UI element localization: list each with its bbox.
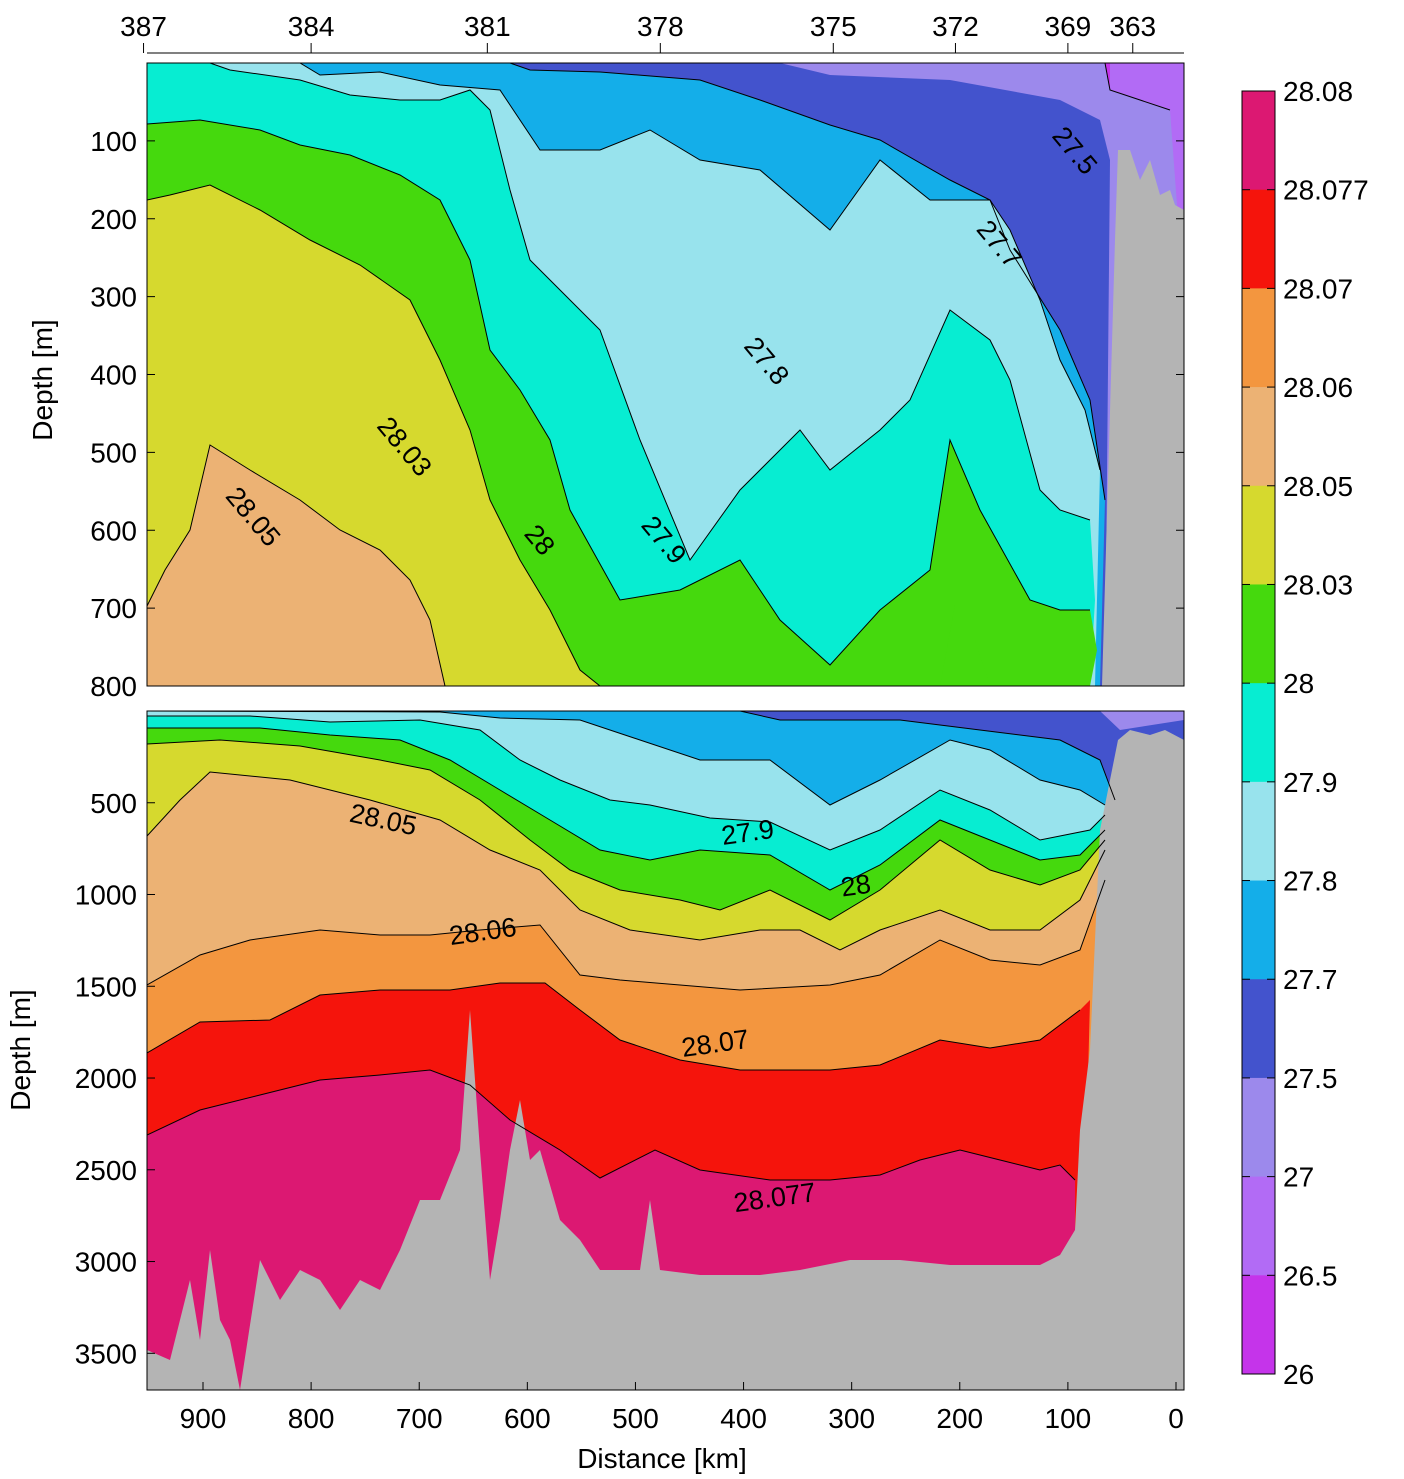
colorbar-label: 27.7	[1283, 964, 1338, 995]
colorbar-label: 28.03	[1283, 569, 1353, 600]
top-station-axis: 387 384 381 378 375 372 369 363	[120, 11, 1184, 54]
colorbar-band	[1242, 781, 1275, 882]
colorbar-band	[1242, 1275, 1275, 1375]
top-station-label: 378	[637, 11, 684, 42]
lower-contour-lines	[147, 711, 1116, 1181]
colorbar-band	[1242, 189, 1275, 289]
top-station-label: 375	[810, 11, 857, 42]
lower-panel: 900 800 700 600 500 400 300 200 100 0 50010001500…	[5, 710, 1185, 1474]
top-station-label: 369	[1045, 11, 1092, 42]
upper-y-tick-label: 300	[90, 282, 137, 313]
upper-y-tick-label: 500	[90, 437, 137, 468]
colorbar-label: 26	[1283, 1359, 1314, 1390]
colorbar-label: 27.5	[1283, 1063, 1338, 1094]
lower-x-tick-label: 400	[720, 1403, 767, 1434]
top-station-label: 384	[288, 11, 335, 42]
lower-x-tick-label: 800	[288, 1403, 335, 1434]
colorbar: 28.08 28.077 28.07 28.06 28.05 28.03 28 27.9 27.…	[1241, 76, 1369, 1390]
top-station-label: 372	[932, 11, 979, 42]
lower-bathymetry	[147, 730, 1184, 1390]
colorbar-band	[1242, 979, 1275, 1079]
upper-band-28-06	[147, 445, 445, 686]
upper-y-axis: 100 200 300 400 500 600 700 800	[90, 126, 1184, 702]
colorbar-band	[1242, 1077, 1275, 1178]
upper-y-tick-label: 400	[90, 360, 137, 391]
colorbar-label: 28.08	[1283, 76, 1353, 107]
colorbar-label: 26.5	[1283, 1260, 1338, 1291]
lower-x-tick-label: 300	[828, 1403, 875, 1434]
colorbar-band	[1242, 288, 1275, 388]
lower-x-tick-label: 0	[1168, 1403, 1184, 1434]
colorbar-label: 27.9	[1283, 767, 1338, 798]
lower-y-tick-label: 3000	[75, 1247, 137, 1278]
colorbar-band	[1242, 1176, 1275, 1276]
lower-plot-frame	[146, 710, 1185, 1391]
lower-panel-field	[147, 711, 1184, 1390]
upper-y-tick-label: 600	[90, 515, 137, 546]
lower-y-tick-label: 2000	[75, 1063, 137, 1094]
colorbar-label: 28.07	[1283, 273, 1353, 304]
colorbar-band	[1242, 683, 1275, 783]
lower-x-tick-label: 100	[1045, 1403, 1092, 1434]
lower-contour-label: 28	[839, 869, 873, 903]
colorbar-band	[1242, 91, 1275, 191]
lower-xlabel: Distance [km]	[577, 1443, 747, 1474]
upper-y-tick-label: 200	[90, 204, 137, 235]
colorbar-label: 28.06	[1283, 372, 1353, 403]
lower-contour-label: 27.9	[720, 814, 776, 851]
lower-x-tick-label: 600	[504, 1403, 551, 1434]
upper-y-tick-label: 800	[90, 671, 137, 702]
colorbar-frame	[1241, 90, 1276, 1375]
colorbar-label: 28	[1283, 668, 1314, 699]
upper-panel-field	[147, 63, 1184, 686]
top-station-label: 381	[464, 11, 511, 42]
lower-x-tick-label: 900	[180, 1403, 227, 1434]
lower-y-tick-label: 1500	[75, 971, 137, 1002]
colorbar-label: 27.8	[1283, 866, 1338, 897]
colorbar-band	[1242, 485, 1275, 585]
upper-contour-lines	[147, 63, 1171, 686]
upper-y-tick-label: 100	[90, 126, 137, 157]
lower-y-axis: 500 1000 1500 2000 2500 3000 3500	[75, 788, 155, 1369]
colorbar-label: 27	[1283, 1162, 1314, 1193]
lower-y-tick-label: 3500	[75, 1338, 137, 1369]
colorbar-labels: 28.08 28.077 28.07 28.06 28.05 28.03 28 27.9 27.…	[1242, 76, 1369, 1390]
upper-panel: 387 384 381 378 375 372 369 363 100 200 300 400 500…	[27, 11, 1185, 702]
lower-y-tick-label: 1000	[75, 880, 137, 911]
upper-green-patch	[940, 605, 990, 686]
lower-y-tick-label: 500	[90, 788, 137, 819]
colorbar-label: 28.05	[1283, 471, 1353, 502]
upper-bathymetry	[1102, 150, 1184, 686]
colorbar-bands	[1242, 91, 1275, 1375]
colorbar-label: 28.077	[1283, 175, 1369, 206]
top-station-label: 387	[120, 11, 167, 42]
lower-ylabel: Depth [m]	[5, 989, 36, 1110]
colorbar-band	[1242, 387, 1275, 487]
lower-x-tick-label: 700	[396, 1403, 443, 1434]
colorbar-band	[1242, 880, 1275, 980]
upper-ylabel: Depth [m]	[27, 319, 58, 440]
upper-y-tick-label: 700	[90, 593, 137, 624]
top-station-label: 363	[1109, 11, 1156, 42]
colorbar-band	[1242, 584, 1275, 684]
lower-x-tick-label: 200	[936, 1403, 983, 1434]
lower-x-tick-label: 500	[612, 1403, 659, 1434]
lower-x-axis: 900 800 700 600 500 400 300 200 100 0	[180, 1382, 1184, 1434]
lower-y-tick-label: 2500	[75, 1155, 137, 1186]
